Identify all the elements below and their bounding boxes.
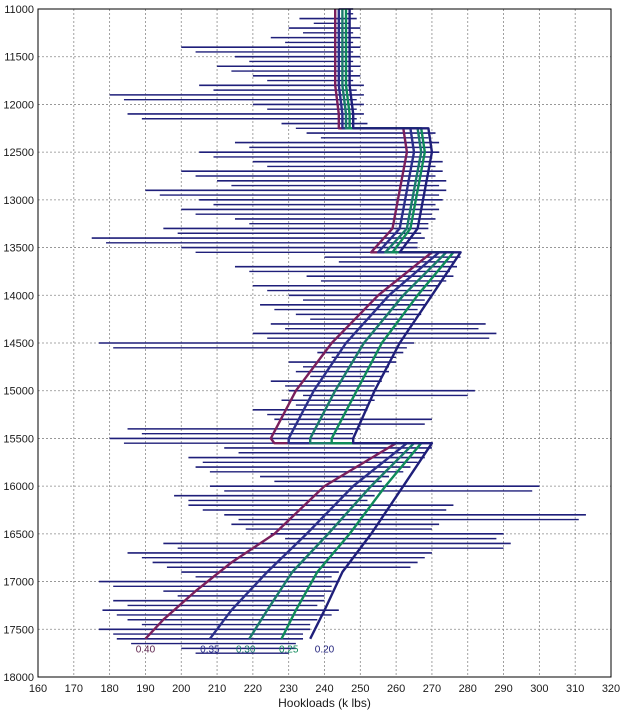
y-tick-label: 11000: [4, 4, 34, 16]
y-tick-label: 17500: [3, 624, 34, 636]
measured-hookload-bars: [91, 8, 586, 654]
y-tick-label: 17000: [3, 577, 34, 589]
plot-frame: [37, 8, 612, 678]
x-tick-label: 280: [459, 683, 477, 695]
y-axis-ticks: 11000 11500 12000 12500 13000 13500 14000 14500…: [3, 4, 34, 684]
y-tick-label: 13500: [3, 243, 34, 255]
y-tick-label: 12500: [3, 147, 34, 159]
x-tick-label: 310: [566, 683, 584, 695]
x-tick-label: 180: [100, 683, 118, 695]
friction-factor-curves: [144, 9, 462, 640]
x-tick-label: 320: [602, 683, 620, 695]
x-tick-label: 260: [387, 683, 405, 695]
x-tick-label: 300: [530, 683, 548, 695]
y-tick-label: 15500: [3, 433, 34, 445]
x-tick-label: 270: [423, 683, 441, 695]
curve-label: 0.20: [315, 644, 335, 655]
x-tick-label: 210: [208, 683, 226, 695]
y-tick-label: 14000: [3, 290, 34, 302]
x-tick-label: 170: [65, 683, 83, 695]
curve-label: 0.25: [279, 644, 299, 655]
x-axis-ticks: 160 170 180 190 200 210 220 230 240 250 260 270 280 2…: [29, 683, 620, 695]
x-tick-label: 220: [244, 683, 262, 695]
x-tick-label: 250: [351, 683, 369, 695]
y-tick-label: 11500: [4, 52, 34, 64]
curve-labels: 0.40 0.35 0.30 0.25 0.20: [136, 644, 335, 655]
x-tick-label: 230: [280, 683, 298, 695]
y-tick-label: 16000: [3, 481, 34, 493]
series-line-0-20: [309, 9, 462, 640]
y-tick-label: 15000: [3, 386, 34, 398]
y-tick-label: 14500: [3, 338, 34, 350]
x-tick-label: 200: [172, 683, 190, 695]
curve-label: 0.30: [236, 644, 256, 655]
y-tick-label: 12000: [3, 99, 34, 111]
x-axis-title: Hookloads (k lbs): [278, 696, 371, 710]
curve-label: 0.35: [200, 644, 220, 655]
curve-label: 0.40: [136, 644, 156, 655]
x-tick-label: 160: [29, 683, 47, 695]
y-tick-label: 13000: [3, 195, 34, 207]
x-tick-label: 290: [494, 683, 512, 695]
x-tick-label: 190: [136, 683, 154, 695]
y-tick-label: 18000: [3, 672, 34, 684]
y-tick-label: 16500: [3, 529, 34, 541]
x-tick-label: 240: [315, 683, 333, 695]
